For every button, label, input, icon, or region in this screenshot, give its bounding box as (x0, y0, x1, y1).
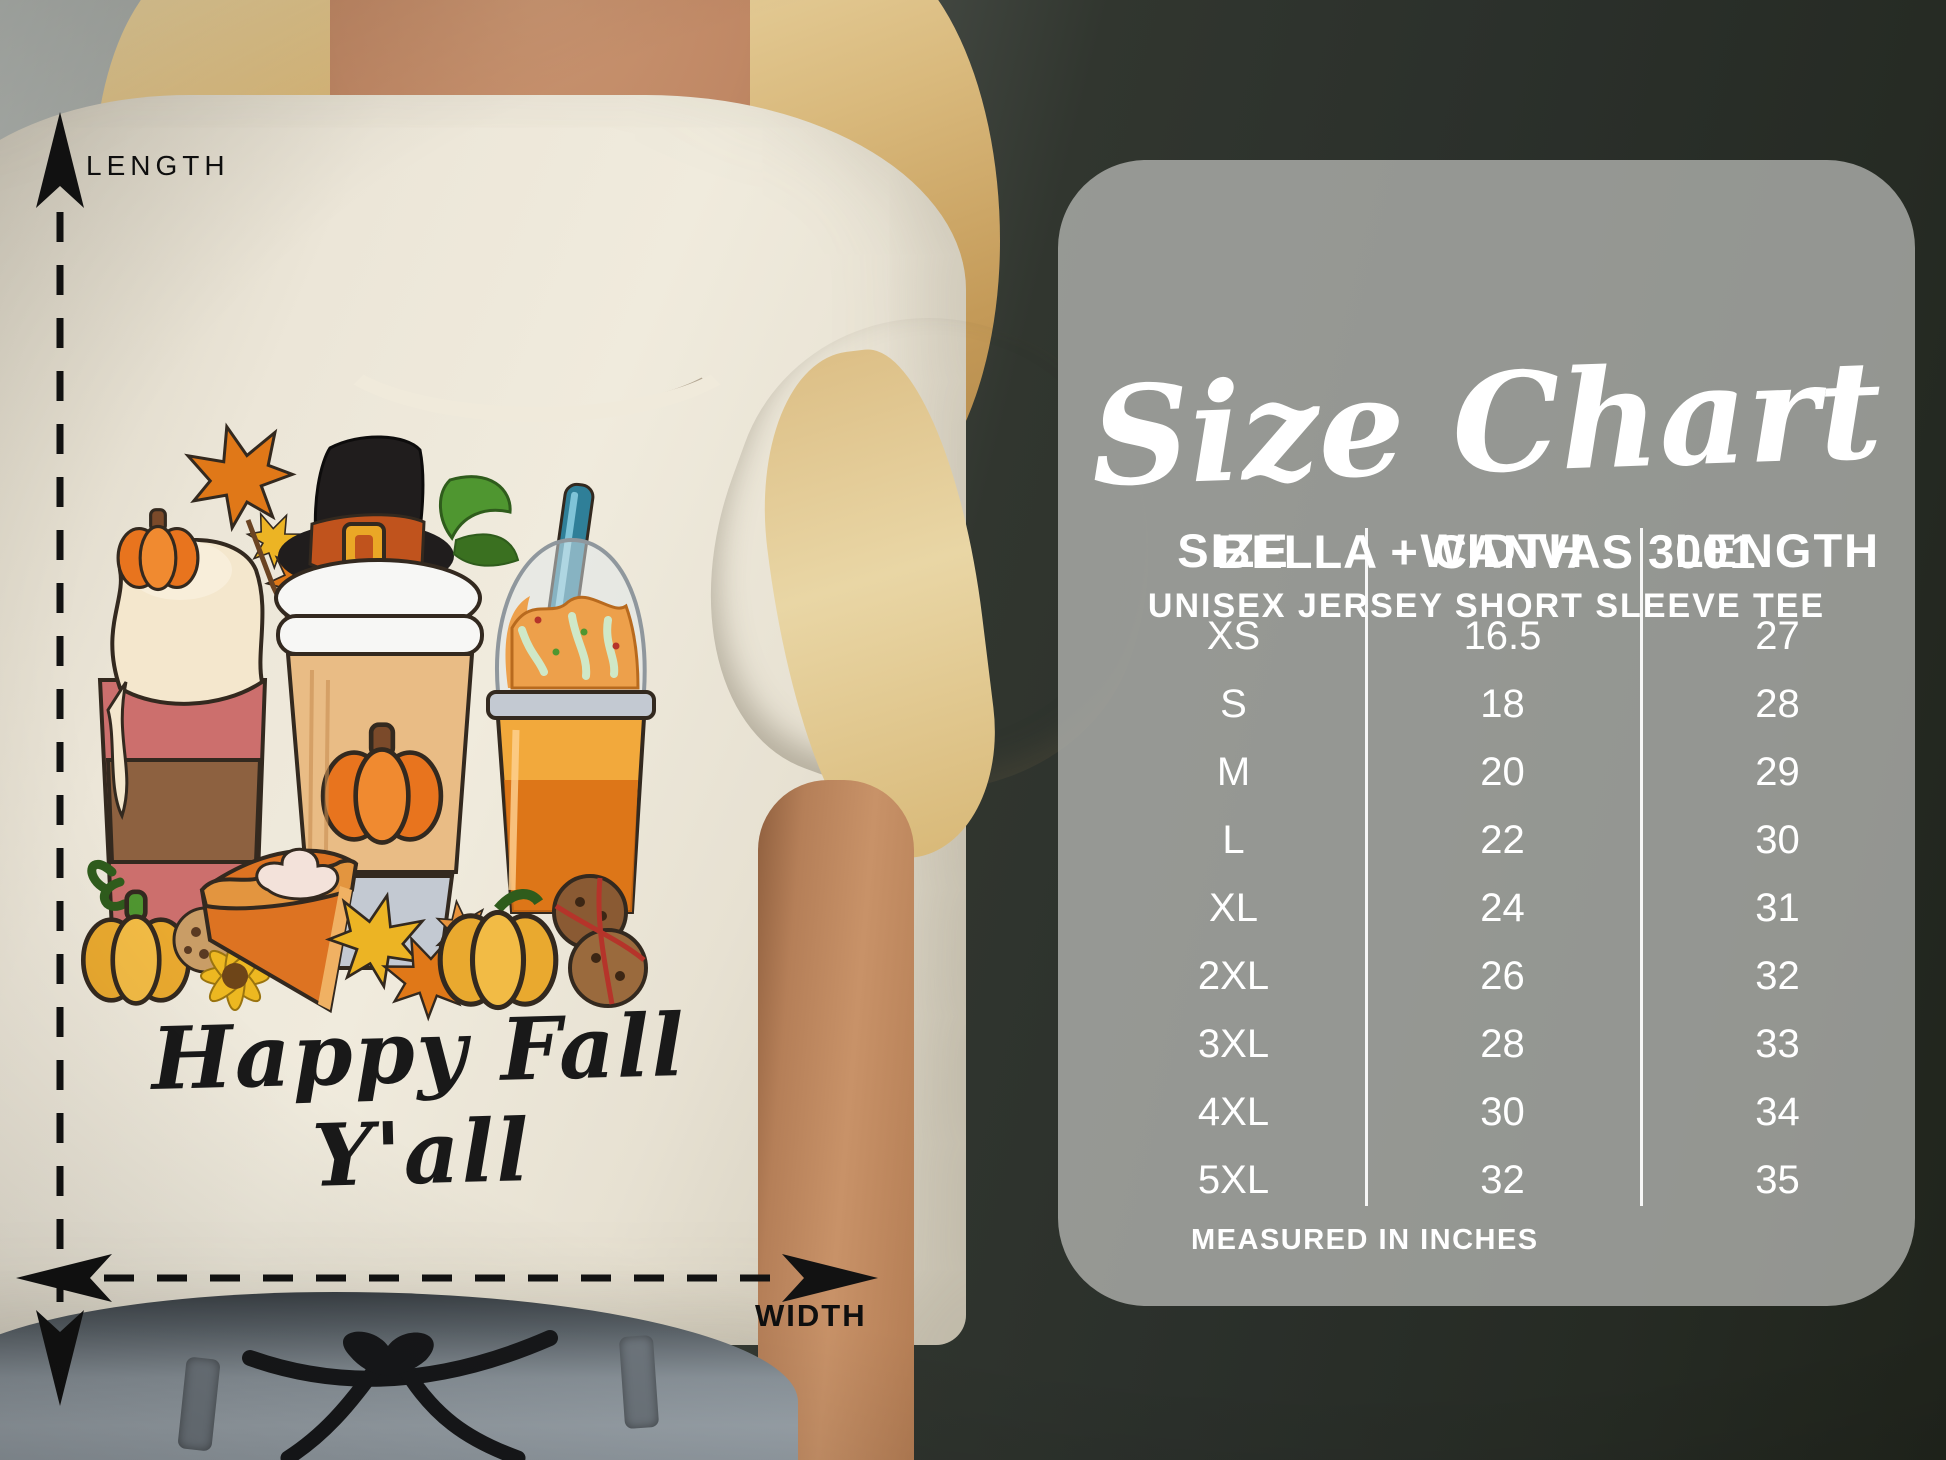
table-row: M 20 29 (1058, 738, 1915, 806)
length-label: LENGTH (86, 150, 230, 181)
column-header-length: LENGTH (1674, 523, 1881, 577)
drawstring-bow-icon (242, 1330, 558, 1460)
width-cell: 30 (1480, 1089, 1525, 1134)
fall-coffee-graphic (80, 420, 656, 1029)
column-header-width: WIDTH (1420, 523, 1585, 577)
size-cell: 4XL (1197, 1089, 1270, 1134)
table-body: XS 16.5 27 S 18 28 M 20 29 L 22 30 (1058, 602, 1915, 1214)
width-cell: 20 (1480, 749, 1525, 794)
length-cell: 27 (1755, 613, 1800, 658)
length-cell: 35 (1755, 1157, 1800, 1202)
width-label: WIDTH (755, 1298, 867, 1333)
width-cell: 32 (1480, 1157, 1525, 1202)
brand-subtitle: BELLA + CANVAS 3001 (1216, 525, 1757, 578)
iced-coffee-illustration (486, 482, 656, 914)
table-row: S 18 28 (1058, 670, 1915, 738)
units-footnote: MEASURED IN INCHES (1191, 1224, 1539, 1256)
size-chart-title: Size Chart (1088, 330, 1885, 518)
size-cell: M (1216, 749, 1251, 794)
size-table: SIZE WIDTH LENGTH XS 16.5 27 S 18 28 M 2… (1058, 512, 1915, 1214)
cookie-stack-icon (552, 874, 648, 1008)
table-row: 5XL 32 35 (1058, 1146, 1915, 1214)
table-row: XS 16.5 27 (1058, 602, 1915, 670)
chili-leaf-icon (87, 860, 129, 911)
table-row: 2XL 26 32 (1058, 942, 1915, 1010)
width-cell: 28 (1480, 1021, 1525, 1066)
size-cell: XL (1209, 885, 1258, 930)
length-cell: 30 (1755, 817, 1800, 862)
pie-slice-icon (199, 847, 359, 1014)
size-cell: L (1222, 817, 1245, 862)
fall-goodies-row (80, 847, 648, 1029)
table-row: 4XL 30 34 (1058, 1078, 1915, 1146)
width-cell: 26 (1480, 953, 1525, 998)
table-row: XL 24 31 (1058, 874, 1915, 942)
table-header-row: SIZE WIDTH LENGTH (1058, 512, 1915, 588)
size-cell: 5XL (1197, 1157, 1270, 1202)
length-cell: 33 (1755, 1021, 1800, 1066)
column-header-size: SIZE (1177, 523, 1290, 577)
length-cell: 29 (1755, 749, 1800, 794)
size-cell: XS (1206, 613, 1261, 658)
column-divider (1365, 528, 1368, 1206)
length-arrow (36, 112, 84, 1406)
model-arm (758, 780, 914, 1460)
product-subtitle: UNISEX JERSEY SHORT SLEEVE TEE (1147, 587, 1826, 625)
length-cell: 28 (1755, 681, 1800, 726)
size-chart-panel: Size Chart BELLA + CANVAS 3001 UNISEX JE… (1058, 160, 1915, 1306)
table-row: L 22 30 (1058, 806, 1915, 874)
size-cell: 2XL (1197, 953, 1270, 998)
width-cell: 16.5 (1463, 613, 1542, 658)
length-cell: 34 (1755, 1089, 1800, 1134)
size-cell: 3XL (1197, 1021, 1270, 1066)
pumpkin-icon (437, 889, 559, 1011)
length-cell: 32 (1755, 953, 1800, 998)
size-cell: S (1220, 681, 1247, 726)
table-row: 3XL 28 33 (1058, 1010, 1915, 1078)
width-cell: 18 (1480, 681, 1525, 726)
width-cell: 22 (1480, 817, 1525, 862)
measurement-annotations (16, 112, 878, 1406)
latte-cup-illustration (97, 420, 341, 932)
width-arrow (16, 1254, 878, 1302)
width-cell: 24 (1480, 885, 1525, 930)
whipped-cream-icon (255, 847, 340, 901)
length-cell: 31 (1755, 885, 1800, 930)
column-divider (1640, 528, 1643, 1206)
